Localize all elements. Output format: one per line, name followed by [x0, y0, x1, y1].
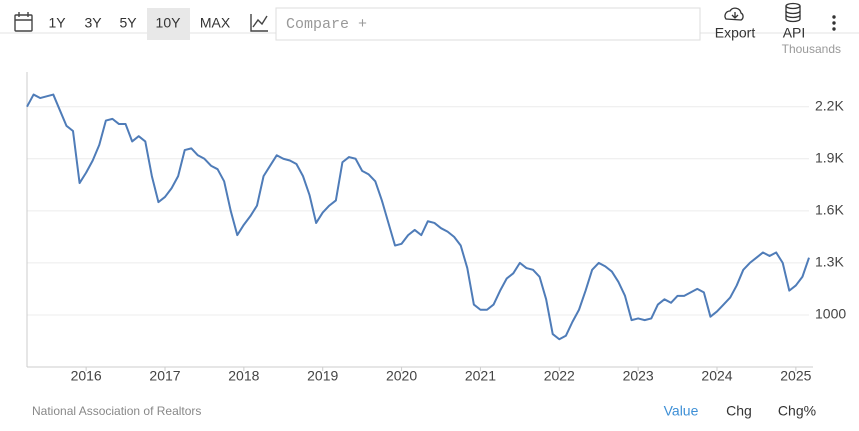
tab[interactable]: Chg% [778, 403, 816, 419]
tab[interactable]: Chg [726, 403, 752, 419]
export-icon[interactable] [724, 7, 744, 21]
chart-type-icon[interactable] [250, 14, 268, 32]
y-tick-label: 1.3K [815, 254, 844, 270]
tab[interactable]: Value [664, 403, 699, 419]
x-tick-label: 2023 [623, 368, 654, 384]
selected-range-bg [147, 8, 190, 40]
y-tick-label: 1.9K [815, 149, 844, 165]
x-tick-label: 2018 [228, 368, 259, 384]
x-tick-label: 2021 [465, 368, 496, 384]
x-tick-label: 2016 [71, 368, 102, 384]
compare-placeholder: Compare + [286, 16, 367, 33]
y-tick-label: 1.6K [815, 202, 844, 218]
x-tick-label: 2019 [307, 368, 338, 384]
range-button[interactable]: 10Y [156, 15, 182, 31]
api-icon[interactable] [785, 2, 801, 23]
source: National Association of Realtors [32, 404, 201, 418]
compare-input[interactable] [275, 7, 701, 41]
plot: 1000 1.3K 1.6K 1.9K 2.2K 2016 2017 2018 2019 2020… [26, 72, 846, 384]
calendar-icon[interactable] [14, 12, 33, 32]
unit-label: Thousands [782, 42, 841, 56]
x-tick-label: 2025 [780, 368, 811, 384]
y-tick-label: 1000 [815, 306, 846, 322]
export-button[interactable]: Export [715, 25, 756, 41]
range-button[interactable]: 1Y [48, 15, 66, 31]
range-button[interactable]: MAX [200, 15, 231, 31]
x-tick-label: 2017 [149, 368, 180, 384]
x-tick-label: 2020 [386, 368, 417, 384]
menu-button[interactable] [832, 15, 836, 31]
x-tick-label: 2024 [701, 368, 732, 384]
range-button[interactable]: 5Y [119, 15, 137, 31]
y-tick-label: 2.2K [815, 97, 844, 113]
x-tick-label: 2022 [544, 368, 575, 384]
data-line [26, 93, 810, 341]
api-button[interactable]: API [783, 25, 806, 41]
range-button[interactable]: 3Y [84, 15, 102, 31]
